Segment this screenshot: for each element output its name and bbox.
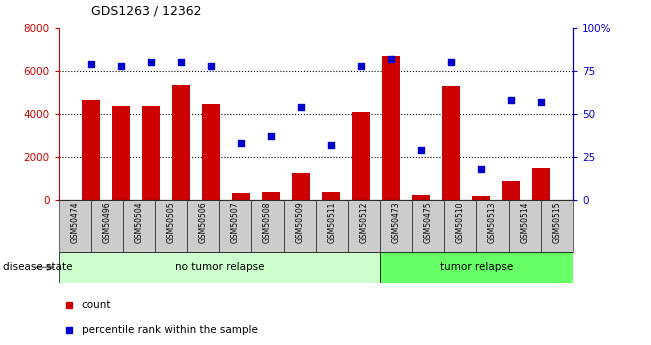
Text: GSM50473: GSM50473	[392, 201, 400, 243]
Bar	[541, 200, 573, 252]
Bar	[142, 106, 160, 200]
Bar	[262, 192, 280, 200]
Text: GSM50511: GSM50511	[327, 201, 337, 243]
Bar	[219, 200, 251, 252]
Point	[505, 97, 516, 103]
Bar	[380, 252, 573, 283]
Text: GSM50505: GSM50505	[167, 201, 176, 243]
Point	[146, 59, 156, 65]
Bar	[477, 200, 508, 252]
Point	[296, 104, 306, 110]
Bar	[381, 56, 400, 200]
Bar	[316, 200, 348, 252]
Text: tumor relapse: tumor relapse	[440, 263, 513, 272]
Bar	[508, 200, 541, 252]
Text: GSM50514: GSM50514	[520, 201, 529, 243]
Text: GDS1263 / 12362: GDS1263 / 12362	[91, 4, 202, 17]
Bar	[187, 200, 219, 252]
Bar	[284, 200, 316, 252]
Bar	[172, 85, 190, 200]
Bar	[441, 86, 460, 200]
Point	[326, 142, 336, 148]
Point	[475, 166, 486, 172]
Point	[535, 99, 546, 105]
Text: no tumor relapse: no tumor relapse	[174, 263, 264, 272]
Text: count: count	[82, 300, 111, 310]
Bar	[82, 100, 100, 200]
Bar	[411, 195, 430, 200]
Text: GSM50475: GSM50475	[424, 201, 433, 243]
Text: GSM50510: GSM50510	[456, 201, 465, 243]
Point	[86, 61, 96, 67]
Text: GSM50507: GSM50507	[231, 201, 240, 243]
Point	[116, 63, 126, 68]
Bar	[59, 252, 380, 283]
Point	[266, 134, 276, 139]
Point	[385, 56, 396, 61]
Text: GSM50513: GSM50513	[488, 201, 497, 243]
Bar	[444, 200, 477, 252]
Bar	[471, 196, 490, 200]
Point	[206, 63, 216, 68]
Bar	[155, 200, 187, 252]
Bar	[352, 112, 370, 200]
Text: disease state: disease state	[3, 263, 73, 272]
Bar	[59, 200, 90, 252]
Bar	[202, 104, 220, 200]
Text: GSM50506: GSM50506	[199, 201, 208, 243]
Bar	[123, 200, 155, 252]
Point	[415, 147, 426, 153]
Bar	[380, 200, 412, 252]
Text: GSM50474: GSM50474	[70, 201, 79, 243]
Bar	[251, 200, 284, 252]
Point	[355, 63, 366, 68]
Bar	[112, 106, 130, 200]
Bar	[501, 181, 519, 200]
Bar	[232, 193, 250, 200]
Text: GSM50515: GSM50515	[552, 201, 561, 243]
Text: GSM50496: GSM50496	[102, 201, 111, 243]
Point	[236, 140, 246, 146]
Bar	[531, 168, 549, 200]
Text: GSM50504: GSM50504	[135, 201, 143, 243]
Text: GSM50509: GSM50509	[295, 201, 304, 243]
Text: GSM50512: GSM50512	[359, 201, 368, 243]
Bar	[412, 200, 444, 252]
Text: percentile rank within the sample: percentile rank within the sample	[82, 325, 258, 335]
Text: GSM50508: GSM50508	[263, 201, 272, 243]
Point	[445, 59, 456, 65]
Bar	[322, 192, 340, 200]
Bar	[292, 173, 310, 200]
Bar	[348, 200, 380, 252]
Point	[176, 59, 186, 65]
Bar	[90, 200, 123, 252]
